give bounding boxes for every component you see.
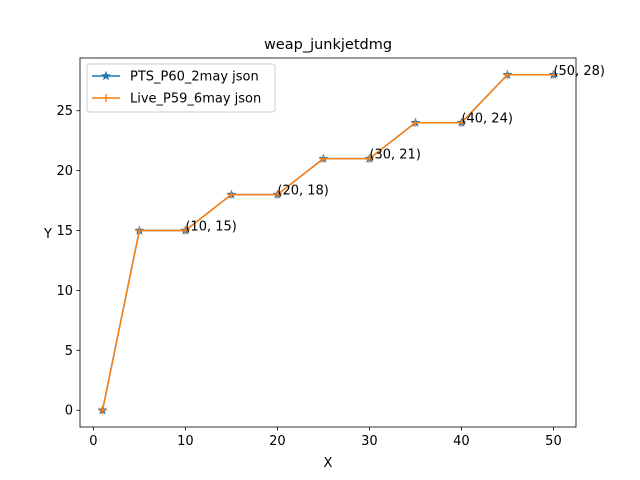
series-2-point [365, 154, 374, 163]
series-2 [98, 70, 558, 415]
series-2-point [319, 154, 328, 163]
x-axis-label: X [324, 456, 333, 471]
series-2-point [457, 118, 466, 127]
chart-title: weap_junkjetdmg [264, 37, 392, 53]
legend-label: Live_P59_6may json [130, 92, 261, 107]
data-annotation: (40, 24) [461, 112, 512, 127]
x-tick-label: 0 [89, 434, 97, 449]
legend-box [86, 63, 276, 113]
data-annotation: (50, 28) [553, 64, 605, 79]
plot-frame [79, 57, 577, 428]
series-2-point [227, 190, 236, 199]
data-annotation: (10, 15) [185, 220, 237, 235]
y-axis-label: Y [43, 227, 52, 242]
data-annotation: (30, 21) [369, 148, 421, 163]
series-2-point [549, 70, 558, 79]
x-tick-label: 20 [269, 434, 286, 449]
legend-item: PTS_P60_2may json [92, 70, 259, 85]
series-2-point [181, 226, 190, 235]
legend-marker [100, 70, 112, 81]
y-tick-label: 25 [56, 104, 73, 119]
series-2-point [503, 70, 512, 79]
series-2-point [98, 406, 107, 415]
y-tick-label: 15 [56, 224, 73, 239]
series-2-point [135, 226, 144, 235]
legend-label: PTS_P60_2may json [130, 70, 259, 85]
y-tick-label: 0 [65, 404, 73, 419]
data-annotation: (20, 18) [277, 184, 329, 199]
legend-item: Live_P59_6may json [92, 92, 261, 107]
y-tick-label: 5 [65, 344, 73, 359]
legend: PTS_P60_2may json Live_P59_6may json [86, 63, 276, 113]
series-2-point [273, 190, 282, 199]
x-tick-label: 30 [361, 434, 378, 449]
y-tick-label: 20 [56, 164, 73, 179]
annotations: (10, 15) (20, 18) (30, 21) (40, 24) (50, 28) [185, 64, 605, 235]
series-2-point [411, 118, 420, 127]
legend-marker [102, 94, 110, 102]
y-tick-label: 10 [56, 284, 73, 299]
x-tick-label: 10 [177, 434, 194, 449]
x-tick-label: 50 [545, 434, 562, 449]
x-tick-label: 40 [453, 434, 470, 449]
